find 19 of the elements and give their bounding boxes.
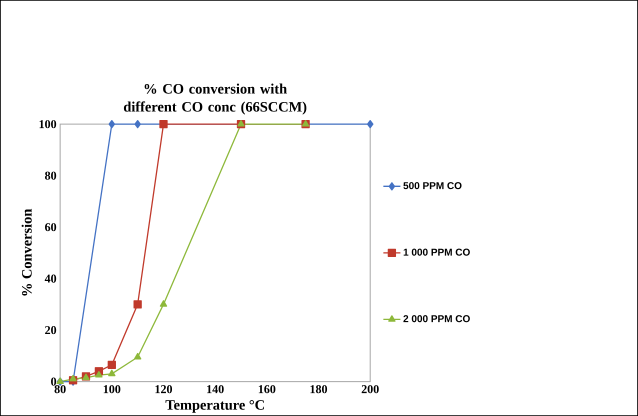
x-tick-label: 120	[155, 385, 172, 394]
legend-label: 2 000 PPM CO	[403, 315, 470, 322]
x-axis-title: Temperature °C	[166, 400, 264, 413]
chart-title: % CO conversion with different CO conc (66SCCM)	[124, 84, 306, 115]
y-tick-label: 100	[40, 120, 56, 128]
y-tick-label: 0	[51, 377, 56, 386]
x-tick-label: 200	[362, 385, 379, 394]
y-tick-label: 60	[45, 223, 56, 232]
x-tick-label: 160	[258, 385, 276, 394]
legend-label: 500 PPM CO	[403, 182, 462, 190]
x-tick-label: 140	[207, 385, 224, 394]
y-tick-label: 80	[45, 172, 56, 180]
legend-label: 1 000 PPM CO	[404, 248, 470, 256]
x-tick-label: 80	[54, 385, 66, 394]
y-axis-title: % Conversion	[22, 208, 32, 296]
x-tick-label: 100	[104, 385, 120, 394]
x-tick-label: 180	[310, 385, 328, 394]
y-tick-label: 40	[44, 274, 56, 283]
y-tick-label: 20	[45, 326, 56, 334]
